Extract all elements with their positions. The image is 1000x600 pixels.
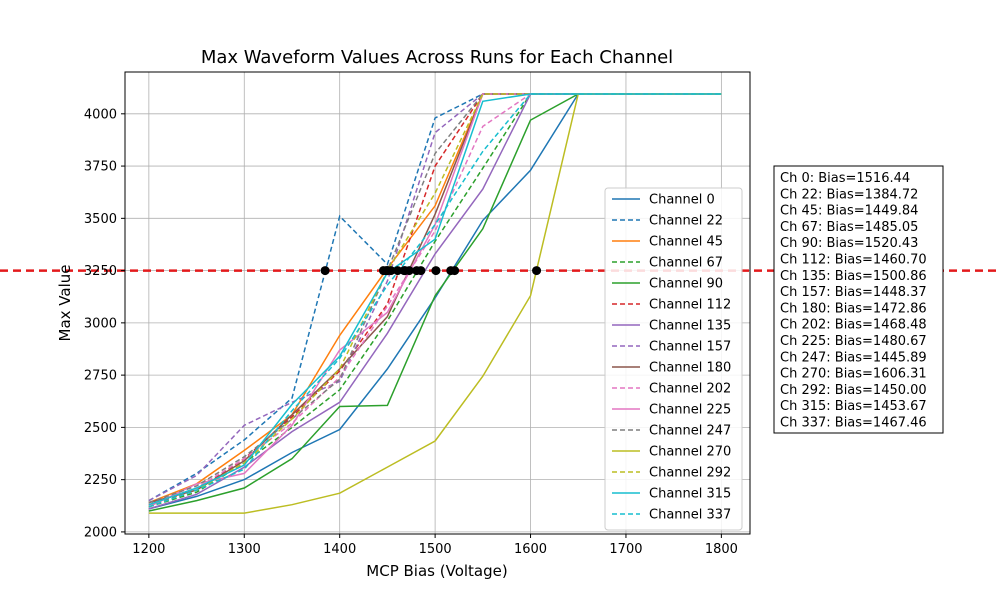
x-tick-label: 1200 bbox=[132, 542, 165, 557]
annotation-line: Ch 135: Bias=1500.86 bbox=[780, 269, 927, 284]
legend-label: Channel 22 bbox=[649, 214, 723, 229]
x-axis-label: MCP Bias (Voltage) bbox=[366, 562, 507, 580]
crossing-points bbox=[320, 266, 542, 276]
y-tick-label: 4000 bbox=[84, 107, 117, 122]
y-tick-label: 3500 bbox=[84, 212, 117, 227]
legend-label: Channel 270 bbox=[649, 445, 731, 460]
plot-frame bbox=[124, 71, 751, 535]
crossing-point bbox=[431, 266, 441, 276]
y-tick-label: 2500 bbox=[84, 421, 117, 436]
series-line-channel-315 bbox=[148, 93, 722, 506]
annotation-line: Ch 315: Bias=1453.67 bbox=[780, 399, 927, 414]
x-tick-label: 1300 bbox=[228, 542, 261, 557]
annotation-line: Ch 90: Bias=1520.43 bbox=[780, 236, 918, 251]
legend-label: Channel 247 bbox=[649, 424, 731, 439]
x-tick-label: 1600 bbox=[514, 542, 547, 557]
legend-label: Channel 202 bbox=[649, 382, 731, 397]
annotation-line: Ch 270: Bias=1606.31 bbox=[780, 367, 927, 382]
legend: Channel 0 Channel 22 Channel 45 Channel 67 C… bbox=[604, 187, 743, 531]
series-lines bbox=[148, 93, 722, 514]
annotation-line: Ch 247: Bias=1445.89 bbox=[780, 350, 927, 365]
annotation-line: Ch 45: Bias=1449.84 bbox=[780, 204, 918, 219]
annotation-line: Ch 112: Bias=1460.70 bbox=[780, 253, 927, 268]
crossing-point bbox=[393, 266, 403, 276]
y-tick-label: 2000 bbox=[84, 525, 117, 540]
legend-label: Channel 292 bbox=[649, 466, 731, 481]
legend-label: Channel 225 bbox=[649, 403, 731, 418]
crossing-point bbox=[386, 266, 396, 276]
legend-label: Channel 315 bbox=[649, 487, 731, 502]
legend-label: Channel 90 bbox=[649, 277, 723, 292]
crossing-point bbox=[532, 266, 542, 276]
annotation-line: Ch 180: Bias=1472.86 bbox=[780, 301, 927, 316]
annotation-line: Ch 292: Bias=1450.00 bbox=[780, 383, 927, 398]
annotation-line: Ch 157: Bias=1448.37 bbox=[780, 285, 927, 300]
series-line-channel-22 bbox=[148, 93, 722, 502]
x-tick-label: 1800 bbox=[705, 542, 738, 557]
legend-box bbox=[604, 187, 743, 531]
axis-ticks: 1200 1300 1400 1500 1600 1700 1800 2000 2250 2500… bbox=[84, 107, 738, 557]
y-tick-label: 3250 bbox=[84, 264, 117, 279]
x-tick-label: 1700 bbox=[609, 542, 642, 557]
legend-label: Channel 45 bbox=[649, 235, 723, 250]
crossing-point bbox=[412, 266, 422, 276]
annotation-line: Ch 225: Bias=1480.67 bbox=[780, 334, 927, 349]
legend-label: Channel 135 bbox=[649, 319, 731, 334]
annotation-line: Ch 0: Bias=1516.44 bbox=[780, 171, 910, 186]
legend-label: Channel 157 bbox=[649, 340, 731, 355]
series-line-channel-247 bbox=[148, 93, 722, 504]
legend-label: Channel 0 bbox=[649, 193, 715, 208]
x-tick-label: 1400 bbox=[323, 542, 356, 557]
legend-label: Channel 112 bbox=[649, 298, 731, 313]
annotation-box bbox=[773, 165, 944, 434]
crossing-point bbox=[450, 266, 460, 276]
y-axis-label: Max Value bbox=[56, 265, 74, 342]
y-tick-label: 2750 bbox=[84, 369, 117, 384]
x-tick-label: 1500 bbox=[419, 542, 452, 557]
y-tick-label: 2250 bbox=[84, 473, 117, 488]
annotation-line: Ch 67: Bias=1485.05 bbox=[780, 220, 918, 235]
y-tick-label: 3750 bbox=[84, 160, 117, 175]
chart-title: Max Waveform Values Across Runs for Each… bbox=[201, 47, 673, 68]
crossing-point bbox=[399, 266, 409, 276]
y-tick-label: 3000 bbox=[84, 316, 117, 331]
legend-label: Channel 180 bbox=[649, 361, 731, 376]
annotation-line: Ch 202: Bias=1468.48 bbox=[780, 318, 927, 333]
crossing-point bbox=[320, 266, 330, 276]
annotation-line: Ch 337: Bias=1467.46 bbox=[780, 416, 927, 431]
annotation-line: Ch 22: Bias=1384.72 bbox=[780, 187, 918, 202]
legend-label: Channel 67 bbox=[649, 256, 723, 271]
legend-label: Channel 337 bbox=[649, 508, 731, 523]
